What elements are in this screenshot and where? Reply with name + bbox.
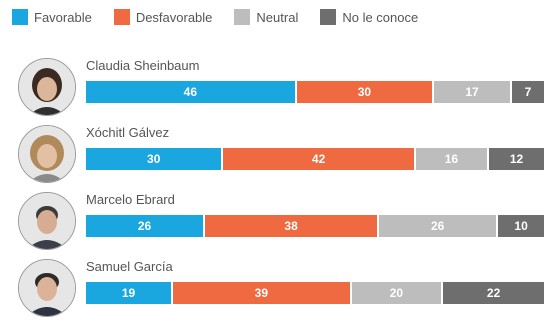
avatar-photo [18, 259, 76, 317]
avatar-photo [18, 125, 76, 183]
legend-label: No le conoce [342, 9, 419, 25]
bar-segment-desfavorable: 38 [205, 215, 380, 237]
stacked-bar: 30 42 16 12 [86, 148, 544, 170]
legend-item-no-le-conoce: No le conoce [320, 9, 418, 25]
candidate-row-galvez: Xóchitl Gálvez 30 42 16 12 [0, 125, 553, 189]
bar-segment-neutral: 26 [379, 215, 499, 237]
bar-segment-favorable: 26 [86, 215, 206, 237]
candidate-name: Samuel García [86, 259, 173, 274]
bar-segment-no-le-conoce: 10 [498, 215, 544, 237]
bar-segment-desfavorable: 30 [296, 81, 435, 103]
legend-item-favorable: Favorable [12, 9, 92, 25]
bar-segment-favorable: 19 [86, 282, 174, 304]
bar-segment-no-le-conoce: 7 [511, 81, 544, 103]
bar-segment-neutral: 16 [415, 148, 490, 170]
legend-label: Favorable [34, 9, 92, 25]
stacked-bar: 46 30 17 7 [86, 81, 544, 103]
bar-segment-neutral: 20 [351, 282, 444, 304]
legend-item-neutral: Neutral [234, 9, 298, 25]
candidate-name: Marcelo Ebrard [86, 192, 175, 207]
legend: Favorable Desfavorable Neutral No le con… [12, 9, 440, 25]
candidate-name: Claudia Sheinbaum [86, 58, 200, 73]
candidate-name: Xóchitl Gálvez [86, 125, 170, 140]
bar-segment-favorable: 46 [86, 81, 297, 103]
legend-item-desfavorable: Desfavorable [113, 9, 213, 25]
legend-label: Neutral [256, 9, 299, 25]
bar-segment-no-le-conoce: 12 [489, 148, 544, 170]
avatar-photo [18, 192, 76, 250]
bar-segment-no-le-conoce: 22 [443, 282, 544, 304]
stacked-bar: 26 38 26 10 [86, 215, 544, 237]
bar-segment-favorable: 30 [86, 148, 224, 170]
bar-segment-neutral: 17 [434, 81, 512, 103]
avatar-photo [18, 58, 76, 116]
legend-swatch [12, 9, 28, 25]
candidate-row-garcia: Samuel García 19 39 20 22 [0, 259, 553, 323]
legend-swatch [234, 9, 251, 25]
bar-segment-desfavorable: 39 [173, 282, 352, 304]
stacked-bar: 19 39 20 22 [86, 282, 544, 304]
legend-swatch [113, 9, 130, 25]
legend-label: Desfavorable [135, 9, 213, 25]
candidate-row-sheinbaum: Claudia Sheinbaum 46 30 17 7 [0, 58, 553, 122]
candidate-row-ebrard: Marcelo Ebrard 26 38 26 10 [0, 192, 553, 256]
bar-segment-desfavorable: 42 [223, 148, 416, 170]
legend-swatch [320, 9, 337, 25]
